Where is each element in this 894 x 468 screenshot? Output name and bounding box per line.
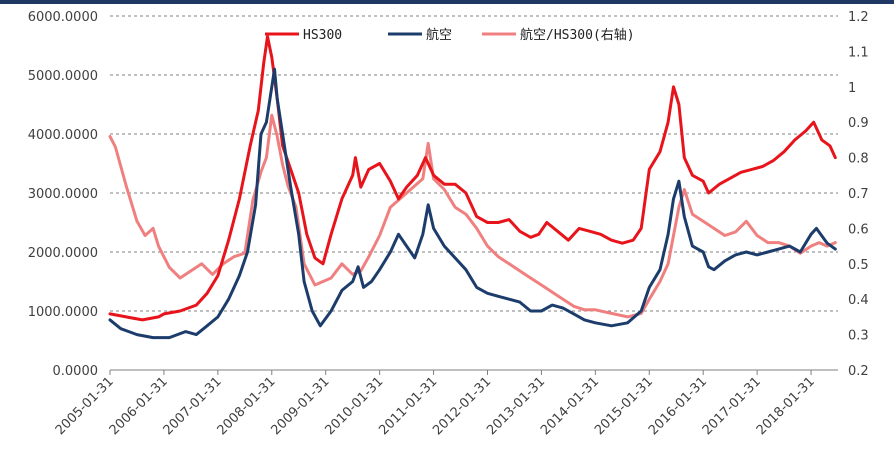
top-border <box>0 0 894 4</box>
y-right-tick-label: 1.2 <box>848 10 869 25</box>
y-right-tick-label: 0.6 <box>848 222 869 237</box>
y-left-tick-label: 0.0000 <box>53 364 99 379</box>
y-right-tick-label: 0.2 <box>848 364 869 379</box>
legend-label: 航空 <box>426 27 452 43</box>
y-left-tick-label: 4000.0000 <box>28 128 98 143</box>
y-right-tick-label: 0.3 <box>848 329 869 344</box>
x-tick-label: 2018-01-31 <box>754 374 818 438</box>
y-right-tick-label: 0.9 <box>848 116 869 131</box>
y-axis-right: 0.2 0.3 0.4 0.5 0.6 0.7 0.8 0.9 1 1.1 1.2 <box>848 10 869 379</box>
y-left-tick-label: 5000.0000 <box>28 69 98 84</box>
y-right-tick-label: 1.1 <box>848 45 869 60</box>
x-axis: 2005-01-312006-01-312007-01-312008-01-31… <box>53 369 838 438</box>
legend-label: 航空/HS300(右轴) <box>520 27 635 43</box>
y-right-tick-label: 0.7 <box>848 187 869 202</box>
y-left-tick-label: 2000.0000 <box>28 246 98 261</box>
y-right-tick-label: 1 <box>848 81 856 96</box>
series-lines <box>108 35 837 340</box>
y-left-tick-label: 6000.0000 <box>28 10 98 25</box>
y-right-tick-label: 0.5 <box>848 258 869 273</box>
y-right-tick-label: 0.8 <box>848 152 869 167</box>
y-axis-left: 0.0000 1000.0000 2000.0000 3000.0000 4000.00… <box>28 10 98 379</box>
series-line <box>108 35 837 322</box>
series-line <box>108 67 837 340</box>
series-line <box>108 113 837 319</box>
y-left-tick-label: 1000.0000 <box>28 305 98 320</box>
legend: HS300 航空 航空/HS300(右轴) <box>265 27 635 43</box>
y-right-tick-label: 0.4 <box>848 293 869 308</box>
y-left-tick-label: 3000.0000 <box>28 187 98 202</box>
legend-label: HS300 <box>303 28 342 43</box>
